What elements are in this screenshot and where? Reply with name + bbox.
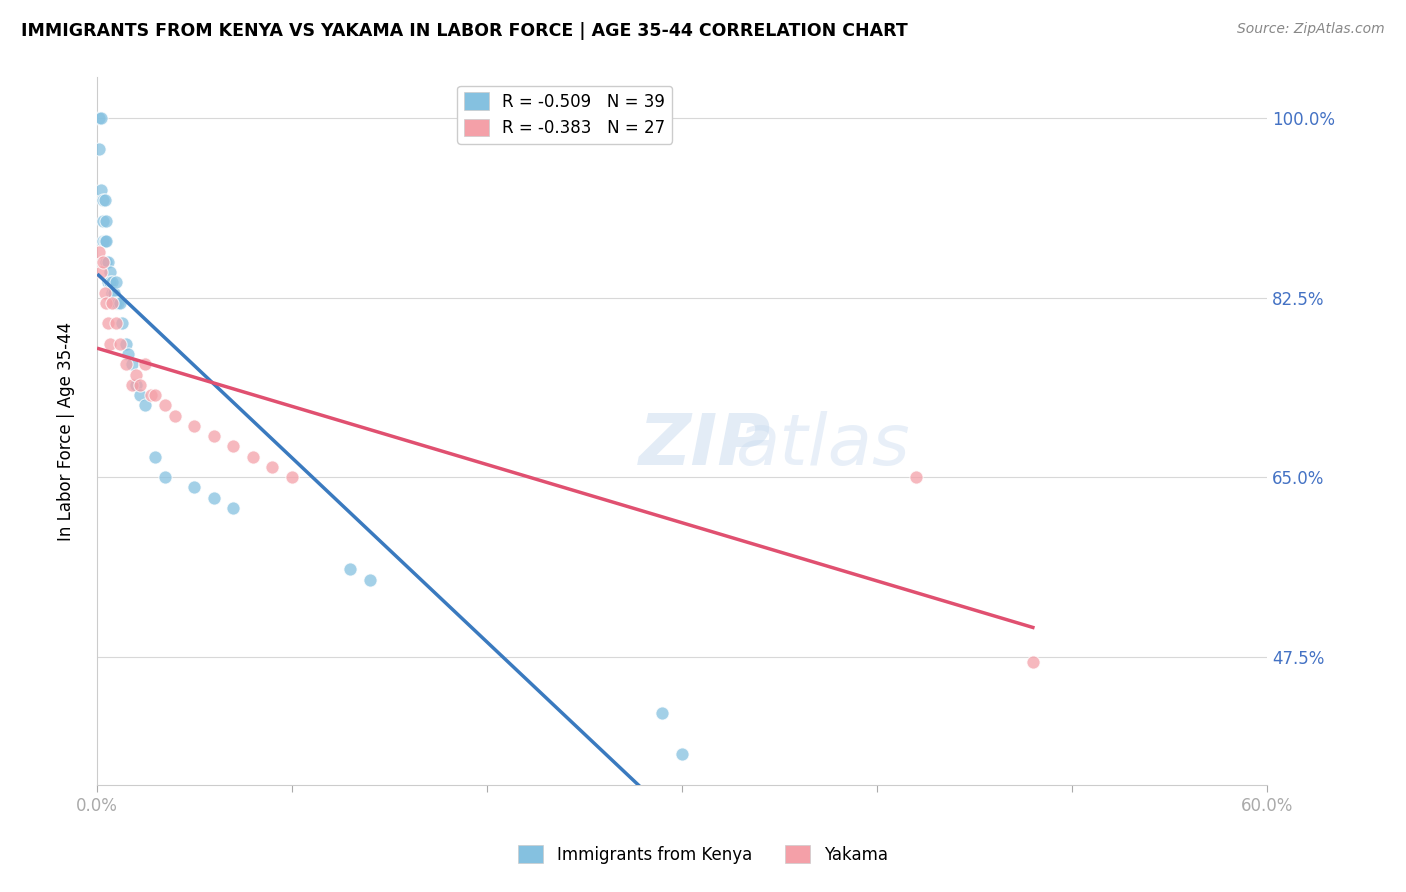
Point xyxy=(115,337,138,351)
Point xyxy=(96,255,118,269)
Point xyxy=(97,276,120,290)
Point xyxy=(98,265,121,279)
Y-axis label: In Labor Force | Age 35-44: In Labor Force | Age 35-44 xyxy=(58,321,75,541)
Point xyxy=(339,562,361,576)
Point xyxy=(87,142,110,156)
Point xyxy=(183,480,205,494)
Point xyxy=(143,450,166,464)
Point xyxy=(87,244,110,259)
Text: atlas: atlas xyxy=(735,410,910,480)
Point xyxy=(107,296,129,310)
Point xyxy=(97,317,120,331)
Point xyxy=(222,500,245,515)
Point xyxy=(90,265,112,279)
Point xyxy=(101,296,124,310)
Point xyxy=(108,296,131,310)
Point xyxy=(128,378,150,392)
Point xyxy=(359,573,381,587)
Point xyxy=(93,194,115,208)
Legend: R = -0.509   N = 39, R = -0.383   N = 27: R = -0.509 N = 39, R = -0.383 N = 27 xyxy=(457,86,672,144)
Point xyxy=(98,276,121,290)
Point xyxy=(121,358,143,372)
Point xyxy=(153,470,176,484)
Point xyxy=(904,470,927,484)
Point xyxy=(143,388,166,402)
Point xyxy=(105,296,128,310)
Text: ZIP: ZIP xyxy=(640,410,772,480)
Point xyxy=(115,358,138,372)
Point xyxy=(93,285,115,300)
Point xyxy=(103,285,125,300)
Point xyxy=(183,419,205,434)
Text: Source: ZipAtlas.com: Source: ZipAtlas.com xyxy=(1237,22,1385,37)
Point xyxy=(87,112,110,126)
Point xyxy=(101,276,124,290)
Point xyxy=(242,450,264,464)
Point xyxy=(153,399,176,413)
Point xyxy=(96,214,118,228)
Point xyxy=(202,429,225,443)
Point xyxy=(90,112,112,126)
Point xyxy=(108,337,131,351)
Legend: Immigrants from Kenya, Yakama: Immigrants from Kenya, Yakama xyxy=(512,838,894,871)
Point xyxy=(91,255,114,269)
Point xyxy=(163,409,186,423)
Point xyxy=(651,706,673,720)
Point xyxy=(91,214,114,228)
Point xyxy=(128,388,150,402)
Point xyxy=(91,235,114,249)
Point xyxy=(125,378,148,392)
Text: IMMIGRANTS FROM KENYA VS YAKAMA IN LABOR FORCE | AGE 35-44 CORRELATION CHART: IMMIGRANTS FROM KENYA VS YAKAMA IN LABOR… xyxy=(21,22,908,40)
Point xyxy=(93,235,115,249)
Point xyxy=(90,183,112,197)
Point xyxy=(105,317,128,331)
Point xyxy=(262,460,284,475)
Point xyxy=(134,358,156,372)
Point xyxy=(96,235,118,249)
Point xyxy=(280,470,302,484)
Point xyxy=(125,368,148,382)
Point xyxy=(101,285,124,300)
Point xyxy=(1022,655,1045,669)
Point xyxy=(141,388,163,402)
Point xyxy=(105,276,128,290)
Point xyxy=(91,194,114,208)
Point xyxy=(134,399,156,413)
Point xyxy=(97,255,120,269)
Point xyxy=(671,747,693,761)
Point xyxy=(117,347,139,361)
Point xyxy=(222,440,245,454)
Point xyxy=(96,296,118,310)
Point xyxy=(111,317,134,331)
Point xyxy=(202,491,225,505)
Point xyxy=(121,378,143,392)
Point xyxy=(98,337,121,351)
